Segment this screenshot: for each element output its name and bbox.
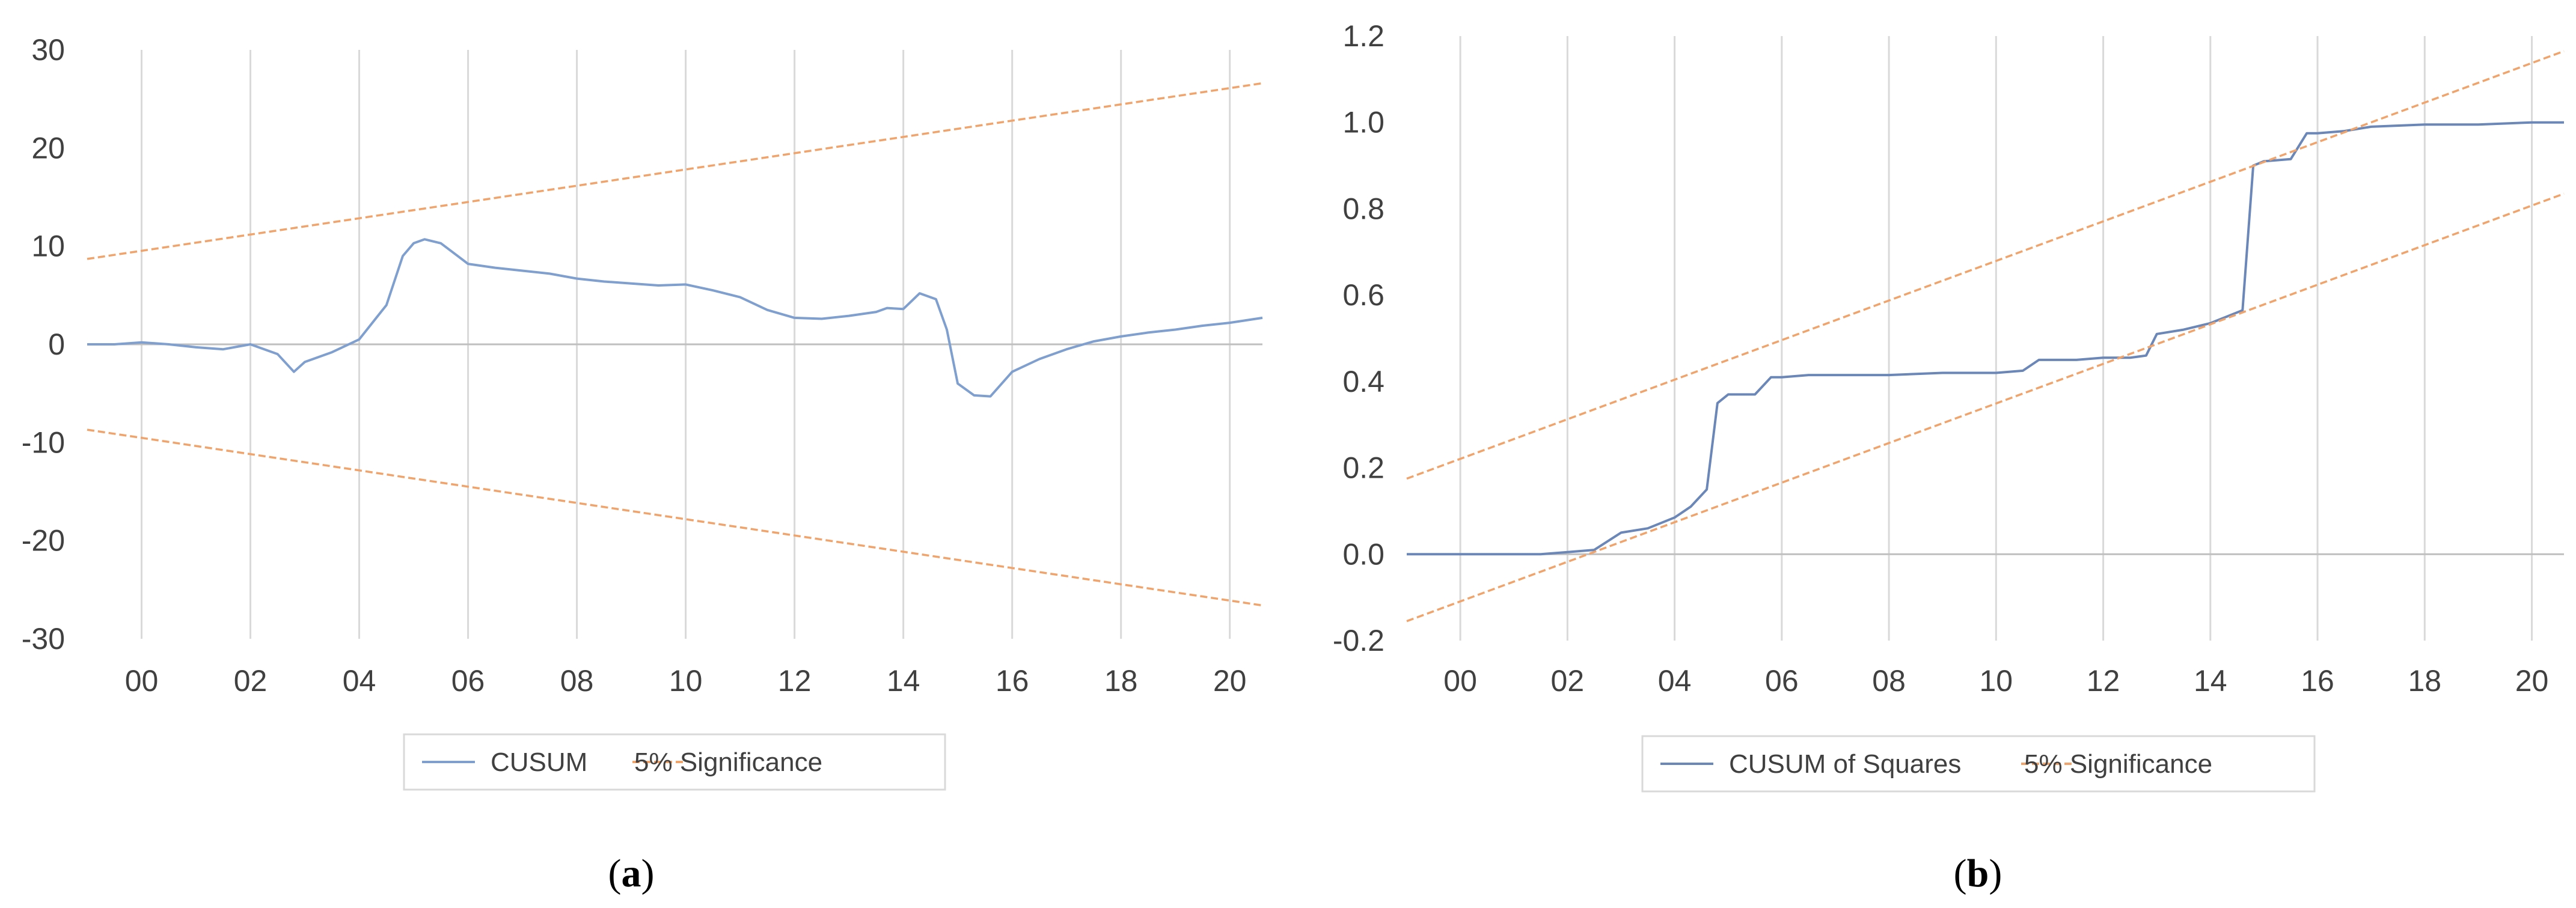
legend-entry-label: 5% Significance xyxy=(2024,749,2212,779)
y-tick-label: -30 xyxy=(22,622,65,656)
legend: CUSUM 5% Significance xyxy=(403,733,946,791)
y-tick-label: -10 xyxy=(22,425,65,459)
x-tick-label: 00 xyxy=(1443,664,1477,698)
panel-caption: (a) xyxy=(608,852,655,895)
legend-entry-label: 5% Significance xyxy=(634,748,822,777)
significance-line xyxy=(87,82,1263,260)
cusum-line xyxy=(87,238,1263,398)
legend-entry-label: CUSUM xyxy=(491,748,587,777)
y-tick-label: 0.2 xyxy=(1342,451,1384,485)
panel-caption: (b) xyxy=(1954,852,2002,895)
x-tick-label: 00 xyxy=(125,664,159,698)
y-tick-label: 0.8 xyxy=(1342,192,1384,225)
legend-box xyxy=(1641,735,2316,793)
legend-box xyxy=(403,733,946,791)
x-tick-label: 18 xyxy=(1104,664,1138,698)
y-tick-label: 30 xyxy=(31,33,65,67)
x-tick-label: 08 xyxy=(1872,664,1906,698)
y-tick-label: 1.0 xyxy=(1342,106,1384,139)
y-tick-label: 10 xyxy=(31,230,65,263)
x-tick-label: 20 xyxy=(1213,664,1247,698)
y-tick-label: -20 xyxy=(22,524,65,558)
y-tick-label: 0.6 xyxy=(1342,278,1384,312)
significance-line xyxy=(1406,50,2565,480)
x-tick-label: 14 xyxy=(2194,664,2227,698)
x-tick-label: 06 xyxy=(451,664,485,698)
x-tick-label: 02 xyxy=(234,664,268,698)
x-tick-label: 04 xyxy=(1658,664,1692,698)
y-tick-label: 0.4 xyxy=(1342,365,1384,398)
y-tick-label: 0.0 xyxy=(1342,537,1384,571)
x-tick-label: 10 xyxy=(669,664,703,698)
x-tick-label: 16 xyxy=(996,664,1029,698)
x-tick-label: 06 xyxy=(1765,664,1799,698)
x-tick-label: 12 xyxy=(778,664,812,698)
chart-panel-b: 00 02 04 06 08 10 12 14 16 18 20 1.2 1.0 0.8 0.6 0.4 0.2… xyxy=(1333,19,2565,895)
y-tick-label: -0.2 xyxy=(1333,624,1384,657)
significance-line xyxy=(87,428,1263,607)
legend: CUSUM of Squares 5% Significance xyxy=(1641,735,2316,793)
x-tick-label: 12 xyxy=(2087,664,2120,698)
chart-panel-a: 00 02 04 06 08 10 12 14 16 18 20 30 20 10 0 -10 -20 -30 CU… xyxy=(22,33,1263,895)
x-tick-label: 10 xyxy=(1980,664,2013,698)
x-tick-label: 20 xyxy=(2515,664,2549,698)
x-tick-label: 02 xyxy=(1551,664,1585,698)
y-tick-label: 1.2 xyxy=(1342,19,1384,53)
y-tick-label: 0 xyxy=(48,328,65,361)
legend-entry-label: CUSUM of Squares xyxy=(1729,749,1961,779)
x-tick-label: 04 xyxy=(343,664,376,698)
significance-line xyxy=(1406,192,2565,623)
x-tick-label: 16 xyxy=(2301,664,2334,698)
x-tick-label: 08 xyxy=(560,664,594,698)
y-tick-label: 20 xyxy=(31,131,65,165)
cusum-line xyxy=(1407,121,2564,556)
x-tick-label: 14 xyxy=(887,664,920,698)
x-tick-label: 18 xyxy=(2408,664,2441,698)
